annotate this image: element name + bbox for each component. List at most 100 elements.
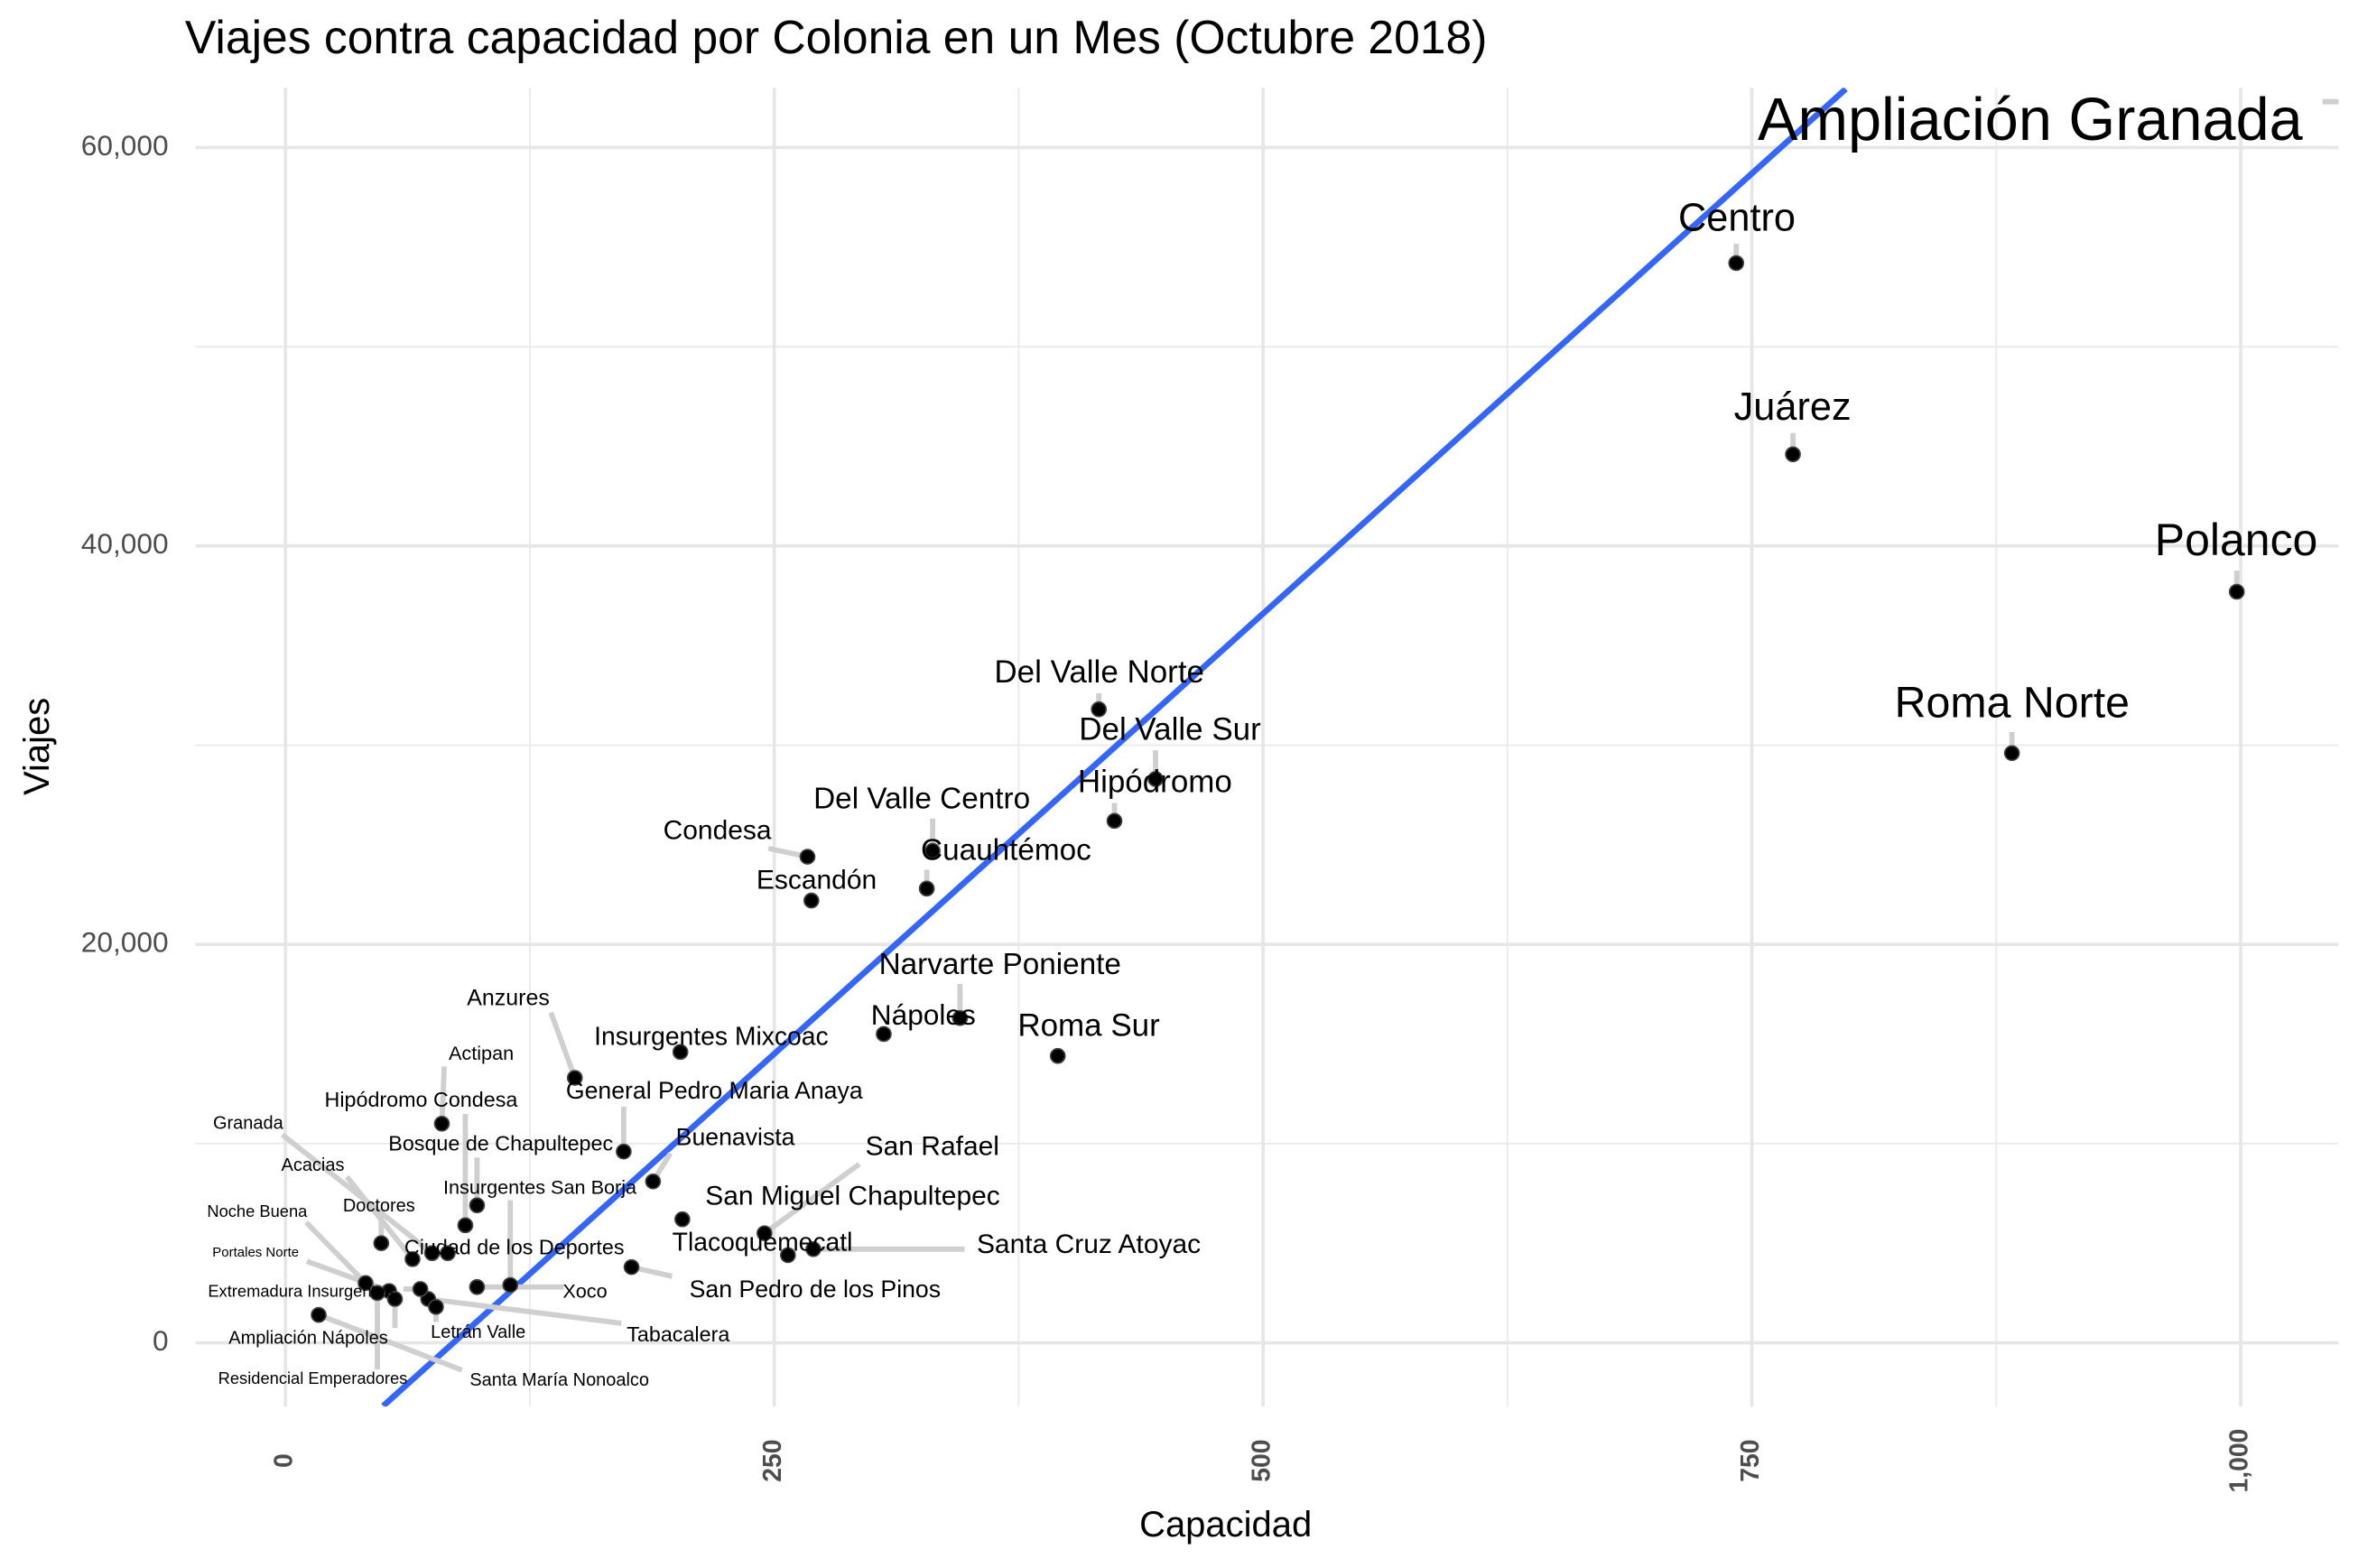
point-label: Del Valle Centro — [813, 783, 1030, 816]
point — [457, 1217, 474, 1234]
point-label: Roma Sur — [1017, 1008, 1160, 1044]
x-tick-label: 750 — [1735, 1440, 1764, 1482]
point-label: Cuauhtémoc — [921, 833, 1091, 867]
y-tick-label: 0 — [153, 1324, 169, 1357]
points — [311, 255, 2245, 1323]
leader-line — [280, 1132, 434, 1256]
point — [440, 1245, 456, 1262]
point-label: San Pedro de los Pinos — [690, 1276, 941, 1303]
point — [423, 1245, 441, 1262]
point — [386, 1291, 404, 1307]
leader-line — [427, 1296, 622, 1326]
point-label: Insurgentes San Borja — [443, 1175, 637, 1198]
point — [918, 880, 935, 897]
point — [1728, 255, 1745, 272]
point-label: Letrán Valle — [431, 1322, 525, 1342]
point-label: Xoco — [562, 1279, 607, 1302]
y-tick-label: 20,000 — [81, 926, 169, 959]
chart-title: Viajes contra capacidad por Colonia en u… — [185, 11, 1488, 63]
point — [876, 1025, 892, 1043]
point — [756, 1225, 773, 1241]
leader-line — [763, 1162, 861, 1236]
point — [1147, 771, 1164, 787]
point — [623, 1258, 640, 1276]
point-label: Escandón — [757, 866, 877, 895]
point — [433, 1115, 450, 1132]
point — [311, 1306, 327, 1323]
point-label: Ampliación Granada — [1758, 87, 2304, 153]
point-label: Nápoles — [871, 998, 976, 1031]
point — [952, 1009, 969, 1026]
point — [428, 1298, 444, 1315]
leader-line — [439, 1066, 448, 1124]
x-tick-label: 500 — [1247, 1440, 1276, 1482]
point-label: Condesa — [664, 816, 772, 846]
point — [369, 1285, 385, 1302]
point — [2228, 583, 2245, 600]
point-label: Hipódromo Condesa — [325, 1088, 518, 1111]
point-label: Doctores — [343, 1196, 415, 1216]
point-label: General Pedro Maria Anaya — [566, 1077, 863, 1104]
point-label: Granada — [213, 1113, 284, 1133]
point-label: Extremadura Insurgentes — [208, 1281, 394, 1300]
point — [404, 1251, 421, 1267]
point — [1106, 812, 1123, 830]
leader-line — [548, 1011, 578, 1080]
point-label: Del Valle Norte — [994, 654, 1204, 690]
point-label: San Rafael — [866, 1132, 999, 1162]
point-label: Juárez — [1734, 385, 1852, 429]
point — [502, 1276, 519, 1294]
point-label: Acacias — [282, 1155, 345, 1175]
x-tick-label: 250 — [757, 1440, 786, 1482]
point-label: Hipódromo — [1078, 765, 1232, 800]
point-label: Buenavista — [676, 1124, 795, 1151]
point-label: Anzures — [467, 985, 550, 1010]
point — [924, 842, 941, 859]
point — [373, 1235, 390, 1252]
point-label: Del Valle Sur — [1079, 711, 1261, 747]
x-tick-label: 1,000 — [2224, 1429, 2253, 1493]
x-tick-label: 0 — [269, 1453, 298, 1468]
point-label: Santa Cruz Atoyac — [977, 1229, 1201, 1259]
point-label: Insurgentes Mixcoac — [594, 1022, 829, 1051]
point — [616, 1143, 632, 1160]
trend-line — [381, 88, 1848, 1407]
point — [672, 1044, 689, 1061]
point-labels: Ampliación Granada Centro Juárez Polanco Rom… — [207, 87, 2318, 1390]
point — [779, 1247, 796, 1264]
point-label: Ampliación Nápoles — [228, 1328, 387, 1348]
point — [469, 1197, 486, 1214]
point — [1091, 700, 1108, 718]
point-label: Ciudad de los Deportes — [404, 1235, 625, 1258]
point-label: Portales Norte — [212, 1245, 299, 1260]
point — [799, 849, 816, 865]
leader-lines — [280, 98, 2339, 1373]
point-label: Actipan — [449, 1042, 514, 1064]
leader-line — [317, 1312, 463, 1373]
point — [803, 892, 820, 909]
point-label: San Miguel Chapultepec — [705, 1182, 1000, 1211]
point — [412, 1281, 429, 1297]
point — [1785, 446, 1801, 463]
y-axis-label: Viajes — [17, 698, 57, 795]
point-label: Santa María Nonoalco — [469, 1370, 649, 1390]
plot-area: Ampliación Granada Centro Juárez Polanco Rom… — [207, 87, 2339, 1407]
point — [805, 1240, 822, 1257]
point — [566, 1070, 583, 1086]
point-label: Polanco — [2155, 515, 2318, 565]
grid — [195, 88, 2339, 1407]
y-tick-label: 60,000 — [81, 129, 169, 162]
leader-line — [304, 1220, 368, 1285]
axes: 0 250 500 750 1,000 0 20,000 40,000 60,000 — [81, 129, 2253, 1493]
y-tick-label: 40,000 — [81, 527, 169, 560]
point — [469, 1278, 486, 1295]
point-label: Roma Norte — [1895, 679, 2130, 728]
point — [357, 1275, 374, 1292]
point-label: Bosque de Chapultepec — [388, 1131, 613, 1155]
point-label: Narvarte Poniente — [879, 948, 1121, 981]
leader-line — [344, 1174, 415, 1261]
point-label: Residencial Emperadores — [218, 1369, 408, 1387]
point-label: Tlacoquemecatl — [673, 1228, 853, 1257]
point-label: Tabacalera — [627, 1322, 729, 1346]
